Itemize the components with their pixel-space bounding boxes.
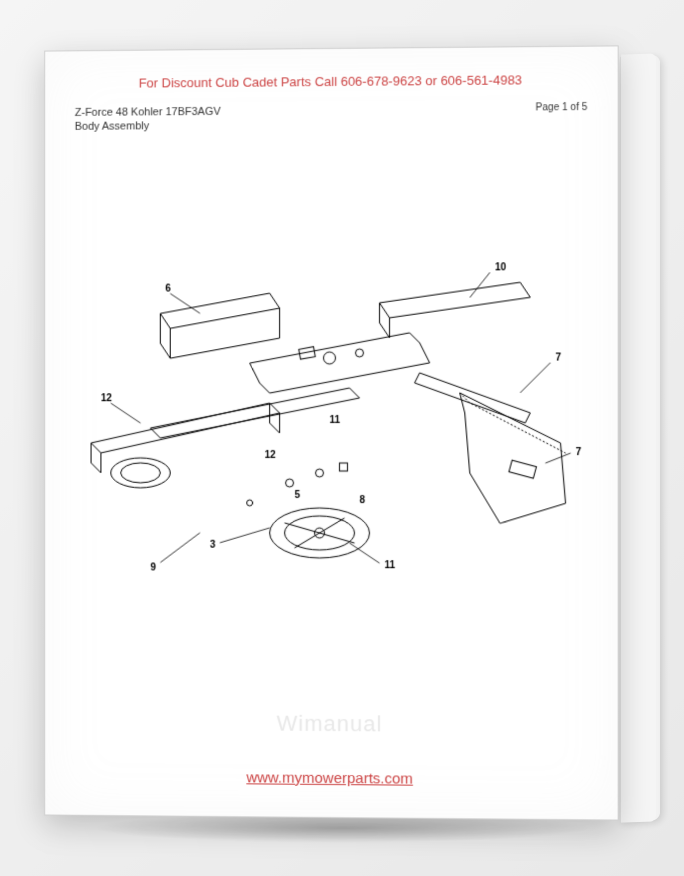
diagram-area: 6 10 7 7 12 3 11 9 11 5 12 8 bbox=[70, 161, 593, 644]
callout-9: 9 bbox=[150, 562, 156, 573]
page-indicator: Page 1 of 5 bbox=[536, 102, 588, 113]
book-cover: For Discount Cub Cadet Parts Call 606-67… bbox=[44, 45, 619, 820]
callout-8: 8 bbox=[359, 495, 365, 506]
callout-11: 11 bbox=[385, 560, 396, 571]
callout-10: 10 bbox=[495, 262, 507, 273]
watermark: Wimanual bbox=[277, 711, 383, 738]
book-container: For Discount Cub Cadet Parts Call 606-67… bbox=[42, 48, 642, 828]
callout-11b: 11 bbox=[330, 415, 341, 426]
callout-7b: 7 bbox=[576, 447, 582, 458]
callout-7: 7 bbox=[555, 352, 561, 363]
callout-6: 6 bbox=[165, 283, 171, 294]
footer-url: www.mymowerparts.com bbox=[246, 769, 413, 787]
callout-12b: 12 bbox=[265, 450, 277, 461]
exploded-diagram: 6 10 7 7 12 3 11 9 11 5 12 8 bbox=[70, 161, 593, 644]
callout-3: 3 bbox=[210, 539, 216, 550]
book-pages-edge bbox=[621, 53, 656, 822]
header-promo: For Discount Cub Cadet Parts Call 606-67… bbox=[70, 72, 593, 91]
title-section: Z-Force 48 Kohler 17BF3AGV Body Assembly bbox=[75, 102, 593, 134]
callout-5: 5 bbox=[295, 490, 301, 501]
callout-12: 12 bbox=[101, 393, 112, 404]
